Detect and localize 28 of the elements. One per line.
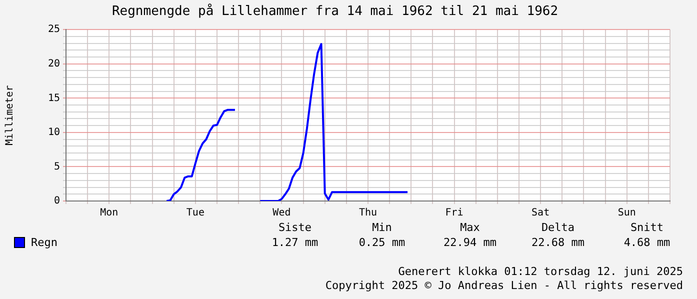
y-tick-label: 10	[48, 127, 60, 138]
x-tick-label: Wed	[272, 208, 291, 219]
text: Copyright 2025 © Jo Andreas Lien - All rights reserved	[325, 279, 683, 292]
x-tick-label: Thu	[358, 208, 378, 219]
x-tick-label: Mon	[100, 208, 118, 219]
x-tick-label: Tue	[186, 208, 204, 219]
x-tick-label: Fri	[445, 208, 464, 219]
y-tick-label: 25	[48, 24, 60, 36]
text: Siste	[277, 221, 313, 234]
text: Max	[459, 221, 481, 234]
text: Snitt	[629, 221, 665, 234]
x-tick-label: Sun	[618, 208, 636, 219]
y-tick-label: 20	[48, 58, 60, 70]
text: 22.68 mm	[530, 236, 586, 249]
text: 1.27 mm	[270, 236, 320, 249]
y-tick-label: 5	[54, 161, 60, 172]
text: Delta	[540, 221, 576, 234]
text: Min	[371, 221, 393, 234]
y-tick-label: 0	[54, 196, 60, 207]
chart-title: Regnmengde på Lillehammer fra 14 mai 1962 til 21 mai 1962	[112, 3, 558, 20]
y-axis-title: Millimeter	[4, 85, 16, 146]
text: 22.94 mm	[442, 236, 498, 249]
text: Generert klokka 01:12 torsdag 12. juni 2025	[398, 265, 683, 278]
x-tick-label: Sat	[532, 208, 550, 219]
legend-label: Regn	[31, 236, 58, 249]
y-tick-label: 15	[48, 92, 60, 104]
text: 0.25 mm	[358, 236, 406, 249]
text: 4.68 mm	[622, 236, 672, 249]
